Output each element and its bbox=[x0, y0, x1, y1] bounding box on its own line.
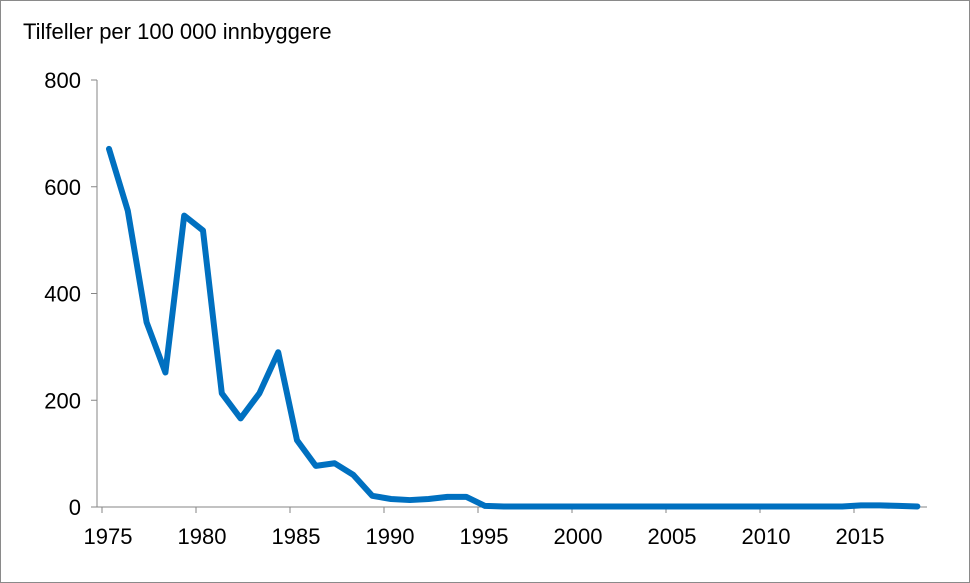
x-tick-label: 1985 bbox=[272, 524, 321, 549]
x-tick-label: 1980 bbox=[178, 524, 227, 549]
x-tick-label: 2015 bbox=[836, 524, 885, 549]
y-tick-label: 200 bbox=[44, 388, 81, 413]
x-tick-label: 1990 bbox=[366, 524, 415, 549]
y-tick-label: 0 bbox=[69, 495, 81, 520]
y-tick-label: 800 bbox=[44, 68, 81, 93]
chart-title: Tilfeller per 100 000 innbyggere bbox=[23, 19, 332, 44]
x-tick-label: 1995 bbox=[460, 524, 509, 549]
y-tick-label: 600 bbox=[44, 175, 81, 200]
x-tick-label: 1975 bbox=[84, 524, 133, 549]
y-tick-label: 400 bbox=[44, 282, 81, 307]
x-tick-label: 2010 bbox=[742, 524, 791, 549]
x-tick-label: 2005 bbox=[648, 524, 697, 549]
series-line bbox=[106, 145, 921, 510]
x-tick-label: 2000 bbox=[554, 524, 603, 549]
